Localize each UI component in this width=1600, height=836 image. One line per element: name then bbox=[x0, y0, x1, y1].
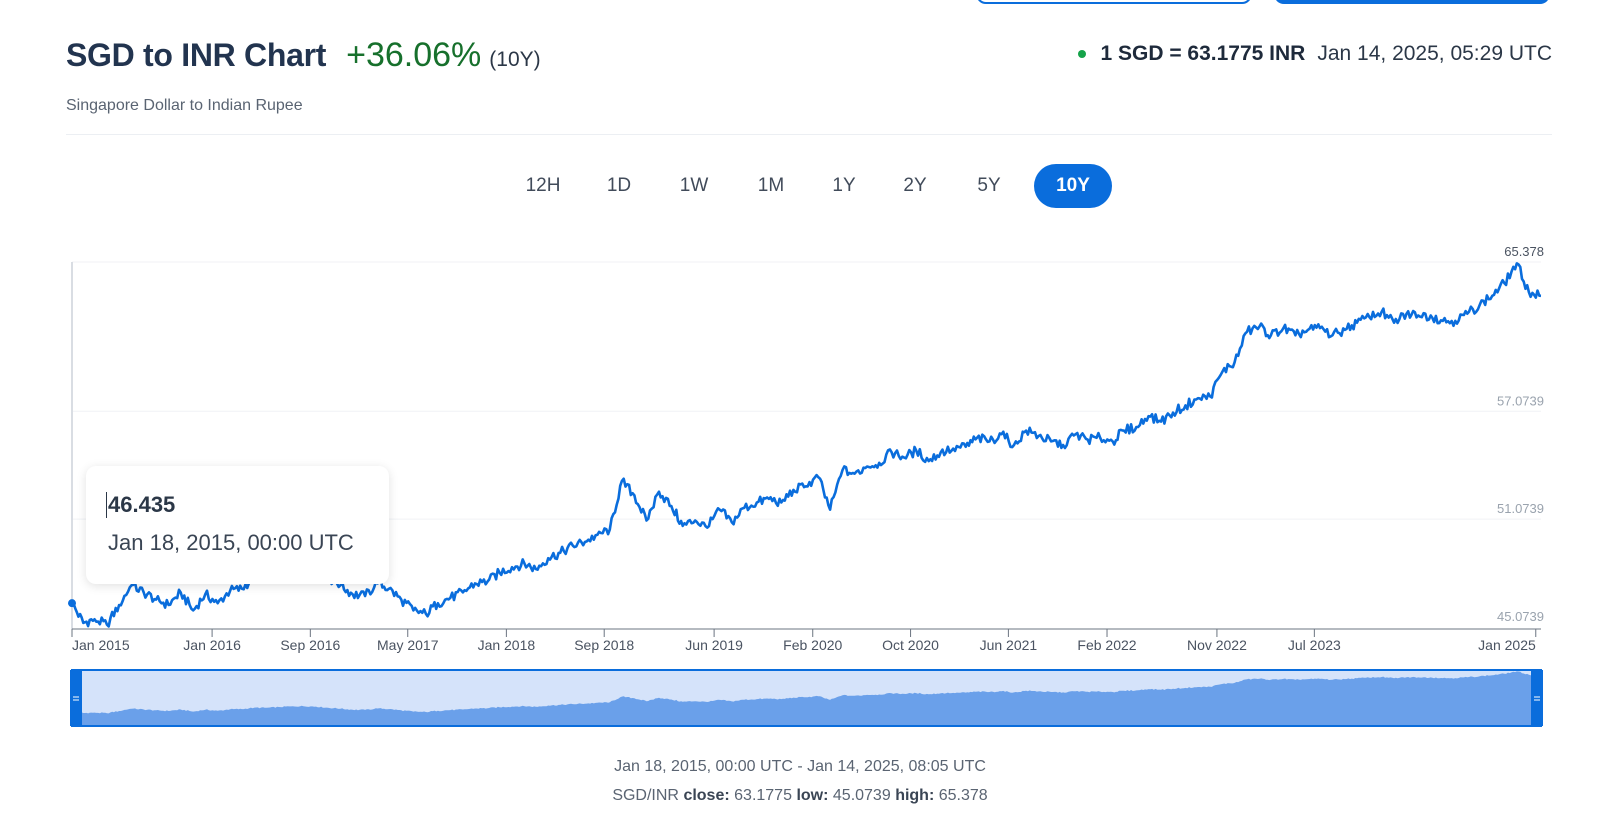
x-axis: Jan 2015 Jan 2016 Sep 2016 May 2017 Jan 2018… bbox=[71, 262, 1541, 653]
x-tick-label: Nov 2022 bbox=[1187, 637, 1247, 653]
tab-1m[interactable]: 1M bbox=[757, 175, 785, 196]
y-tick-label: 57.0739 bbox=[1497, 393, 1544, 408]
tab-10y[interactable]: 10Y bbox=[1034, 164, 1112, 208]
x-tick-label: Feb 2020 bbox=[783, 637, 842, 653]
tab-2y[interactable]: 2Y bbox=[903, 175, 927, 196]
x-tick-label: Feb 2022 bbox=[1077, 637, 1136, 653]
top-primary-button[interactable] bbox=[1274, 0, 1550, 4]
x-tick-label: Jul 2023 bbox=[1288, 637, 1341, 653]
x-tick-label: Jan 2025 bbox=[1478, 637, 1536, 653]
tab-5y[interactable]: 5Y bbox=[977, 175, 1001, 196]
footer-close-value: 63.1775 bbox=[734, 787, 792, 804]
rate-value: 1 SGD = 63.1775 INR bbox=[1100, 42, 1306, 65]
tab-1d[interactable]: 1D bbox=[606, 175, 632, 196]
title-row: SGD to INR Chart +36.06% (10Y) bbox=[66, 36, 541, 75]
y-axis-labels: 65.378 57.0739 51.0739 45.0739 bbox=[1497, 244, 1544, 624]
footer-high-label: high: bbox=[895, 787, 935, 804]
y-tick-label: 51.0739 bbox=[1497, 501, 1544, 516]
y-tick-label: 65.378 bbox=[1504, 244, 1544, 259]
footer-close-label: close: bbox=[683, 787, 730, 804]
x-tick-label: Jan 2016 bbox=[183, 637, 241, 653]
x-tick-label: Jan 2018 bbox=[478, 637, 536, 653]
tooltip-date: Jan 18, 2015, 00:00 UTC bbox=[108, 530, 354, 555]
footer-stats: SGD/INR close: 63.1775 low: 45.0739 high… bbox=[0, 787, 1600, 805]
footer-range: Jan 18, 2015, 00:00 UTC - Jan 14, 2025, … bbox=[614, 758, 986, 775]
footer-pair: SGD/INR bbox=[612, 787, 679, 804]
header-divider bbox=[66, 134, 1552, 135]
footer-low-label: low: bbox=[796, 787, 829, 804]
footer-high-value: 65.378 bbox=[938, 787, 988, 804]
range-tabs: 12H 1D 1W 1M 1Y 2Y 5Y 10Y bbox=[0, 164, 1600, 208]
navigator-right-handle[interactable] bbox=[1531, 670, 1543, 726]
x-tick-label: Sep 2016 bbox=[280, 637, 340, 653]
x-tick-label: Jan 2015 bbox=[72, 637, 130, 653]
tooltip-value: 46.435 bbox=[106, 492, 389, 518]
x-tick-label: Jun 2019 bbox=[685, 637, 743, 653]
chart-title: SGD to INR Chart bbox=[66, 37, 327, 73]
tab-1y[interactable]: 1Y bbox=[832, 175, 856, 196]
change-percent: +36.06% bbox=[346, 36, 482, 74]
tab-12h[interactable]: 12H bbox=[525, 175, 561, 196]
range-navigator[interactable] bbox=[70, 669, 1543, 727]
live-rate: 1 SGD = 63.1775 INR Jan 14, 2025, 05:29 … bbox=[1078, 42, 1552, 66]
x-tick-label: Oct 2020 bbox=[882, 637, 939, 653]
tab-1w[interactable]: 1W bbox=[679, 175, 709, 196]
rate-timestamp: Jan 14, 2025, 05:29 UTC bbox=[1317, 42, 1552, 65]
pair-subtitle: Singapore Dollar to Indian Rupee bbox=[66, 97, 303, 114]
x-tick-label: Jun 2021 bbox=[980, 637, 1038, 653]
live-status-dot-icon bbox=[1078, 50, 1087, 58]
footer-low-value: 45.0739 bbox=[832, 787, 891, 804]
hover-marker bbox=[68, 599, 76, 608]
navigator-area bbox=[72, 671, 1541, 726]
x-tick-label: Sep 2018 bbox=[574, 637, 634, 653]
change-period: (10Y) bbox=[489, 48, 541, 71]
navigator-left-handle[interactable] bbox=[70, 670, 82, 726]
chart-tooltip: 46.435 Jan 18, 2015, 00:00 UTC bbox=[86, 466, 389, 584]
y-tick-label: 45.0739 bbox=[1497, 609, 1544, 624]
x-tick-label: May 2017 bbox=[377, 637, 439, 653]
